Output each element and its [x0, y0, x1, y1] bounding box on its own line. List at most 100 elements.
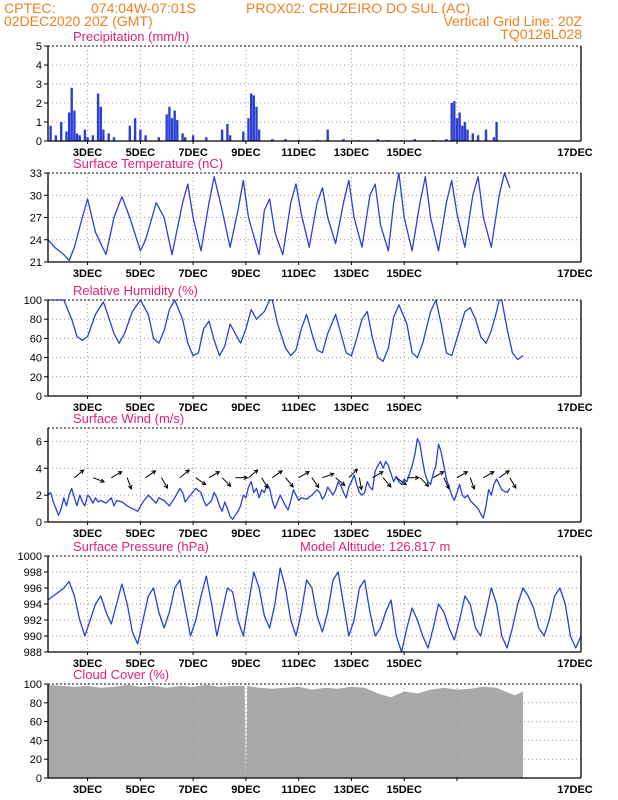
series-line-temp	[47, 172, 511, 262]
series-line-rh	[48, 299, 524, 363]
xtick-label-precip-4: 11DEC	[281, 147, 316, 159]
xtick-label-temp-1: 5DEC	[126, 268, 155, 280]
precip-bar-36	[250, 93, 253, 141]
xtick-label-cloud-3: 9DEC	[231, 784, 260, 796]
panel-subtitle-pressure: Model Altitude: 126.817 m	[300, 539, 450, 554]
xtick-label-rh-3: 9DEC	[231, 402, 260, 414]
xtick-label-rh-1: 5DEC	[126, 402, 155, 414]
ytick-label-rh-5: 100	[24, 295, 42, 307]
ytick-label-precip-1: 1	[36, 117, 42, 129]
precip-bar-18	[133, 118, 137, 141]
wind-arrow-11	[248, 469, 259, 479]
precip-bar-29	[191, 135, 195, 141]
wind-arrow-3	[126, 477, 133, 490]
precip-bar-61	[476, 135, 480, 141]
precip-bar-47	[376, 139, 379, 141]
ytick-label-precip-4: 4	[36, 60, 42, 72]
precip-bar-35	[247, 118, 250, 141]
wind-arrow-5	[161, 477, 169, 489]
panel-title-cloud: Cloud Cover (%)	[73, 667, 169, 682]
precip-bar-9	[83, 129, 87, 141]
precip-bar-25	[173, 110, 176, 141]
precip-bar-13	[99, 106, 102, 141]
panel-title-pressure: Surface Pressure (hPa)	[73, 539, 209, 554]
precip-bar-11	[91, 135, 95, 141]
wind-arrow-10	[235, 475, 249, 481]
precip-bar-50	[413, 139, 416, 141]
series-line-wind	[47, 438, 511, 520]
precip-bar-39	[257, 129, 261, 141]
xtick-label-temp-5: 13DEC	[334, 268, 370, 280]
wind-arrow-6	[179, 469, 190, 479]
precip-bar-0	[49, 125, 52, 141]
wind-arrow-15	[298, 471, 311, 479]
wind-arrow-14	[285, 477, 294, 488]
ytick-label-precip-3: 3	[36, 79, 42, 91]
precip-bar-3	[65, 131, 68, 141]
precip-bar-37	[252, 95, 255, 141]
precip-bar-60	[471, 133, 474, 141]
precip-bar-17	[128, 125, 131, 141]
precip-bar-15	[107, 133, 110, 141]
xtick-label-pressure-0: 3DEC	[73, 658, 102, 670]
xtick-label-pressure-3: 9DEC	[231, 658, 260, 670]
wind-arrow-17	[322, 472, 335, 479]
date-label: 02DEC2020 20Z (GMT)	[4, 13, 153, 29]
xtick-label-pressure-1: 5DEC	[126, 658, 155, 670]
ytick-label-cloud-3: 60	[30, 717, 42, 729]
wind-arrow-8	[208, 471, 221, 479]
wind-arrow-18	[335, 477, 346, 487]
xtick-label-temp-0: 3DEC	[73, 268, 102, 280]
precip-bar-41	[284, 139, 287, 141]
ytick-label-rh-1: 20	[30, 372, 42, 384]
ytick-label-precip-0: 0	[36, 136, 42, 148]
precip-bar-12	[96, 93, 100, 141]
panel-title-wind: Surface Wind (m/s)	[73, 411, 184, 426]
ytick-label-pressure-4: 996	[24, 583, 42, 595]
ytick-label-pressure-1: 990	[24, 631, 42, 643]
precip-bar-56	[458, 112, 461, 141]
precip-bar-31	[220, 129, 224, 141]
wind-arrow-19	[348, 468, 359, 479]
precip-bar-7	[75, 133, 79, 141]
xtick-label-precip-1: 5DEC	[126, 147, 155, 159]
ytick-label-wind-1: 2	[36, 490, 42, 502]
wind-arrow-30	[483, 471, 495, 479]
precip-bar-62	[484, 129, 488, 141]
wind-arrow-32	[509, 477, 517, 489]
wind-arrow-9	[221, 477, 232, 487]
precip-bar-53	[450, 103, 453, 141]
xtick-label-rh-4: 11DEC	[281, 402, 316, 414]
xtick-label-precip-6: 15DEC	[386, 147, 422, 159]
panel-title-precip: Precipitation (mm/h)	[73, 29, 189, 44]
wind-arrow-25	[419, 477, 430, 487]
xtick-label-rh-2: 7DEC	[178, 402, 207, 414]
ytick-label-cloud-5: 100	[24, 679, 42, 691]
wind-arrow-23	[396, 477, 407, 486]
precip-bar-45	[342, 139, 345, 141]
ytick-label-temp-4: 33	[30, 168, 42, 180]
wind-arrow-2	[111, 471, 123, 479]
xtick-label-wind-5: 13DEC	[334, 528, 370, 540]
ytick-label-temp-3: 30	[30, 190, 42, 202]
wind-arrow-20	[358, 477, 364, 491]
precip-bar-52	[445, 139, 448, 141]
ytick-label-cloud-2: 40	[30, 735, 42, 747]
xtick-label-rh-5: 13DEC	[334, 402, 370, 414]
xtick-label-precip-0: 3DEC	[73, 147, 102, 159]
precip-bar-57	[461, 125, 464, 141]
wind-arrow-16	[311, 477, 320, 489]
ytick-label-rh-0: 0	[36, 391, 42, 403]
xtick-label-cloud-2: 7DEC	[178, 784, 207, 796]
ytick-label-wind-2: 4	[36, 463, 42, 475]
precip-bar-16	[112, 137, 116, 141]
precip-bar-4	[67, 112, 71, 141]
wind-arrow-1	[92, 477, 106, 483]
precip-bar-26	[176, 120, 179, 141]
precip-bar-5	[70, 87, 73, 141]
precip-bar-40	[271, 139, 274, 141]
precip-bar-58	[463, 122, 467, 141]
ytick-label-precip-5: 5	[36, 41, 42, 53]
precip-bar-8	[78, 135, 81, 141]
model-label: TQ0126L028	[500, 26, 582, 42]
